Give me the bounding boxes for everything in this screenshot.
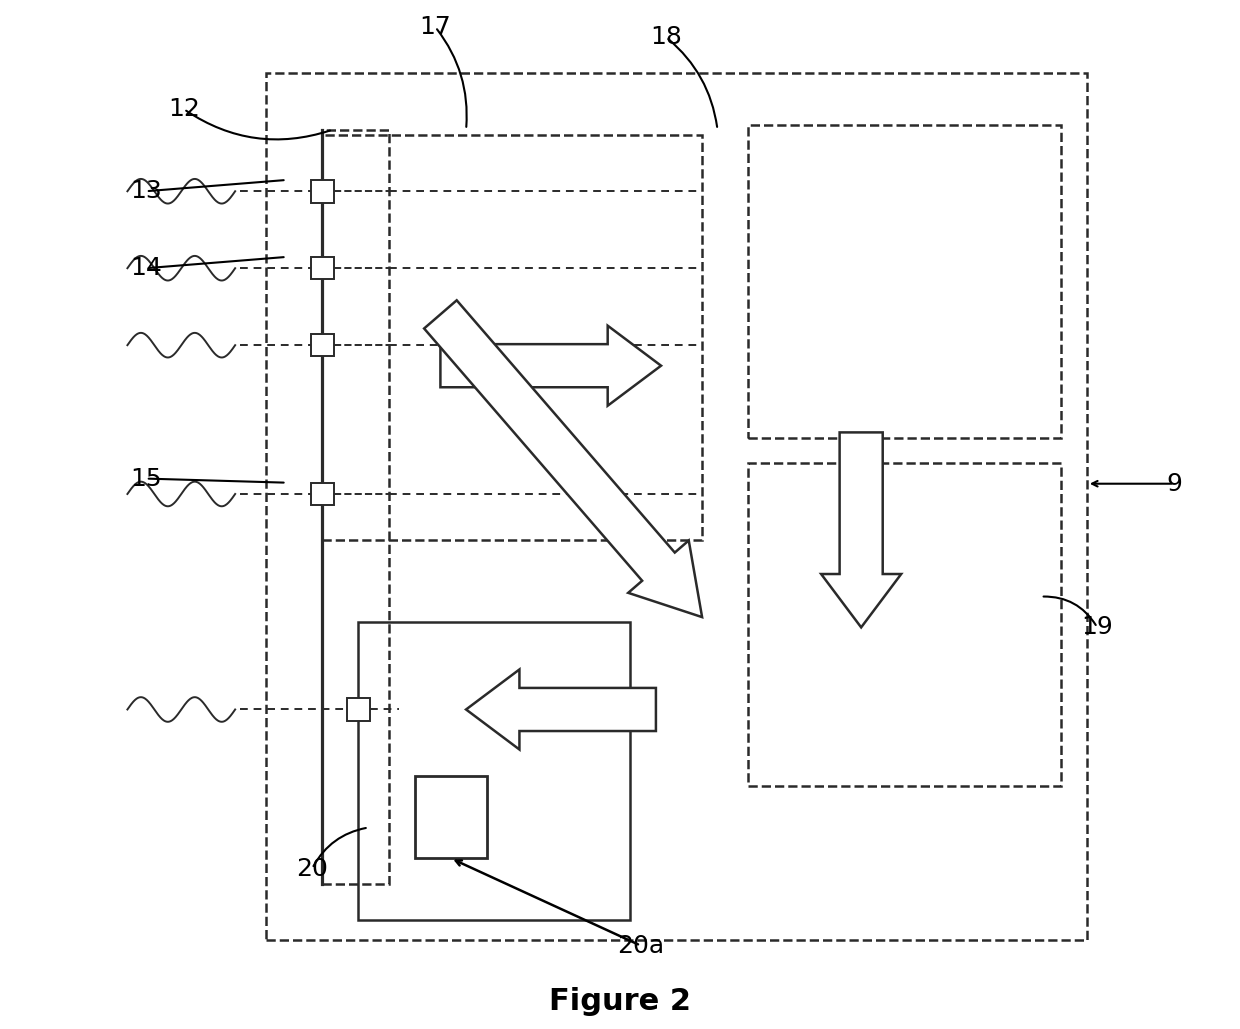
Bar: [748, 463, 1061, 786]
Bar: [322, 130, 389, 884]
Text: Figure 2: Figure 2: [549, 988, 691, 1017]
Text: 19: 19: [1081, 615, 1114, 639]
FancyArrow shape: [424, 300, 702, 617]
Text: 20: 20: [296, 856, 329, 881]
FancyArrow shape: [440, 325, 661, 405]
Text: 18: 18: [650, 26, 682, 49]
Text: 13: 13: [130, 179, 161, 204]
Bar: [358, 623, 630, 920]
Bar: [414, 776, 486, 858]
Bar: [265, 73, 1087, 941]
Text: 14: 14: [130, 256, 162, 280]
Bar: [748, 125, 1061, 437]
Bar: [311, 333, 334, 356]
Text: 17: 17: [419, 15, 451, 39]
Text: 12: 12: [167, 97, 200, 121]
Bar: [347, 699, 370, 720]
Bar: [311, 180, 334, 203]
FancyArrow shape: [466, 670, 656, 749]
Bar: [311, 483, 334, 505]
Text: 9: 9: [1167, 471, 1182, 496]
FancyArrow shape: [821, 432, 901, 628]
Bar: [322, 135, 702, 540]
Text: 15: 15: [130, 466, 161, 491]
Text: 20a: 20a: [618, 933, 665, 958]
Bar: [311, 257, 334, 280]
